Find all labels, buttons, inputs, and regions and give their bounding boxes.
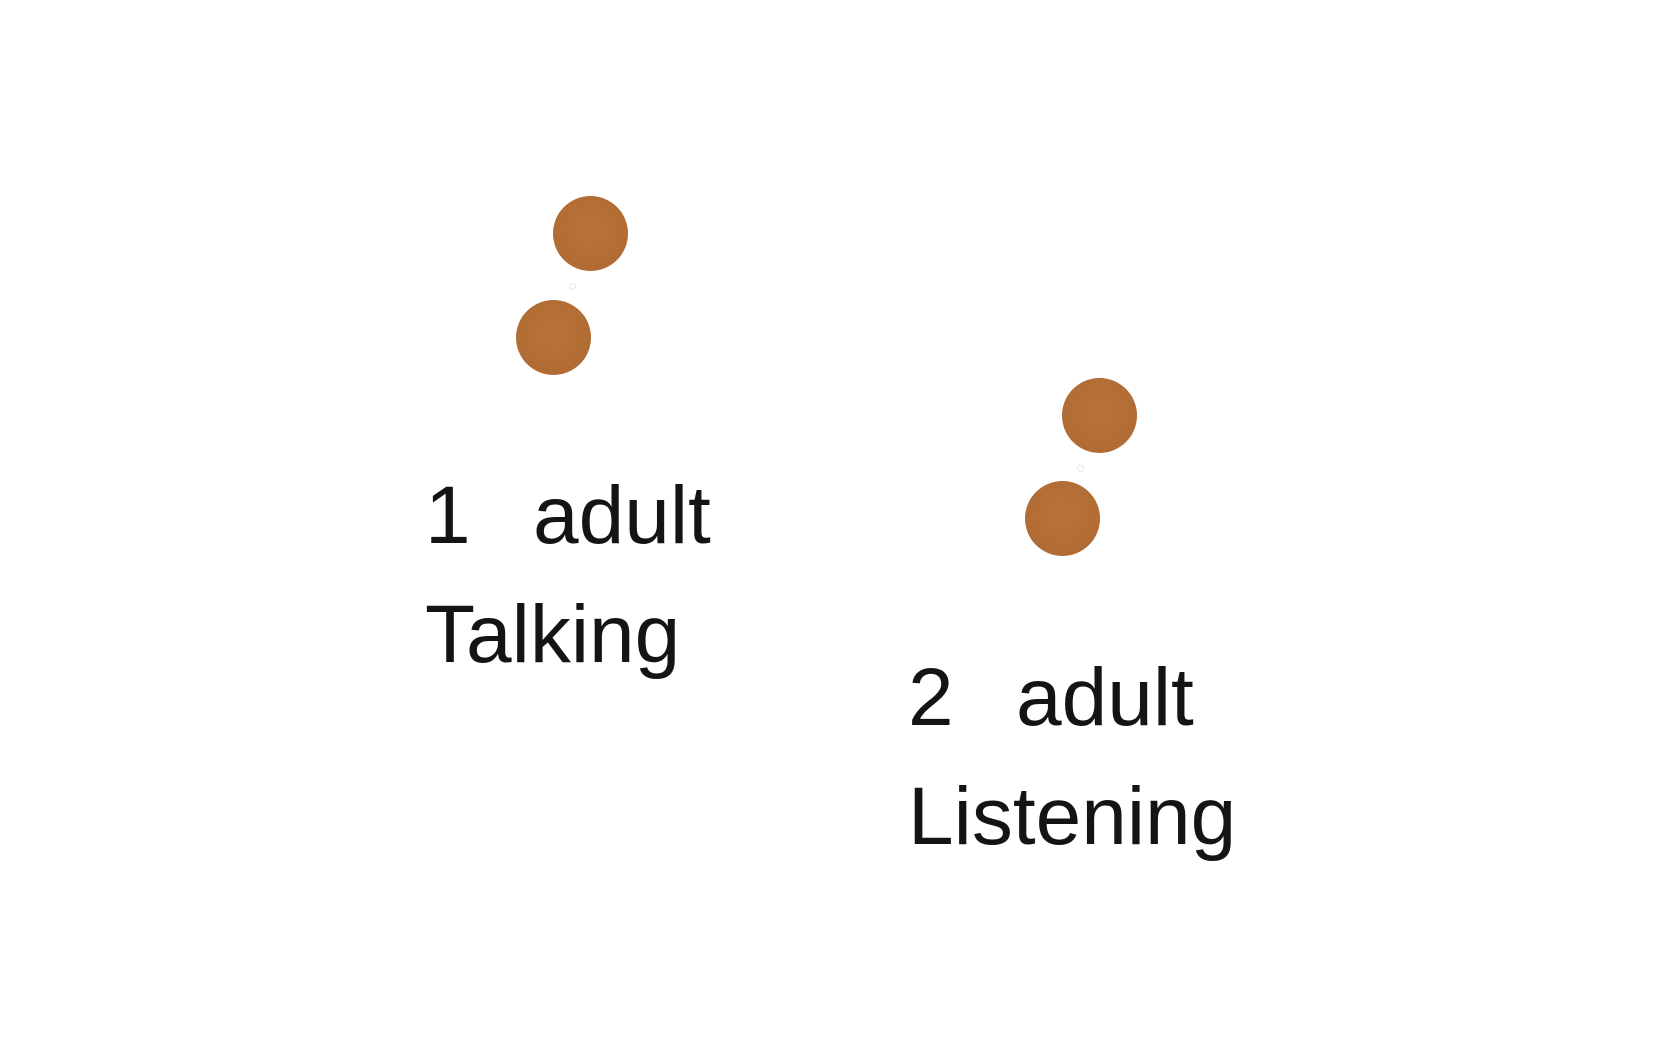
- figure-1-body-dot: [516, 300, 591, 375]
- figure-2-activity: Listening: [908, 771, 1237, 862]
- figure-1-activity: Talking: [425, 589, 681, 680]
- figure-1-number: 1: [425, 470, 471, 561]
- figure-2-connector: [1077, 465, 1084, 472]
- figure-1: 1 adult Talking: [425, 196, 711, 680]
- figure-2-label-line1: 2 adult: [908, 657, 1194, 739]
- figure-1-head-dot: [553, 196, 628, 271]
- figure-1-connector: [569, 283, 576, 290]
- figure-1-label-line1: 1 adult: [425, 475, 711, 557]
- figure-2-body-dot: [1025, 481, 1100, 556]
- figure-2-number: 2: [908, 652, 954, 743]
- figure-1-role: adult: [533, 470, 711, 561]
- figure-2-head-dot: [1062, 378, 1137, 453]
- figure-2-role: adult: [1016, 652, 1194, 743]
- figure-2: 2 adult Listening: [840, 0, 1680, 1050]
